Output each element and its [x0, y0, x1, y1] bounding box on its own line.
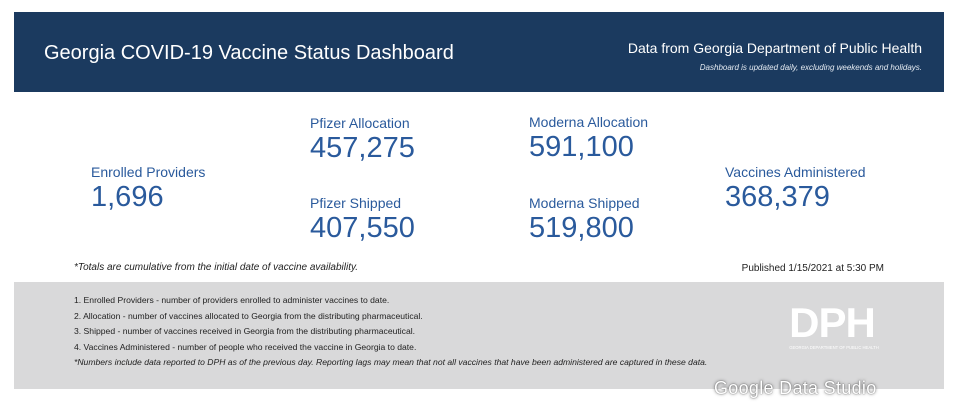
stat-label: Moderna Shipped [529, 195, 640, 211]
stat-moderna-allocation: Moderna Allocation 591,100 [529, 114, 648, 163]
definitions-list: 1. Enrolled Providers - number of provid… [74, 293, 707, 371]
page-title: Georgia COVID-19 Vaccine Status Dashboar… [44, 42, 454, 64]
definition-item: 4. Vaccines Administered - number of peo… [74, 341, 417, 352]
stat-value: 591,100 [529, 131, 634, 163]
totals-footnote: *Totals are cumulative from the initial … [74, 262, 359, 273]
stat-pfizer-allocation: Pfizer Allocation 457,275 [310, 115, 415, 164]
stat-vaccines-administered: Vaccines Administered 368,379 [725, 164, 866, 213]
stat-pfizer-shipped: Pfizer Shipped 407,550 [310, 195, 415, 244]
stat-label: Vaccines Administered [725, 164, 866, 180]
definition-item: 1. Enrolled Providers - number of provid… [74, 295, 390, 305]
stat-value: 519,800 [529, 212, 634, 244]
stat-value: 407,550 [310, 212, 415, 244]
stat-label: Pfizer Shipped [310, 195, 402, 211]
stat-moderna-shipped: Moderna Shipped 519,800 [529, 195, 640, 244]
google-data-studio-watermark: Google Data Studio [714, 378, 877, 398]
dph-logo-subtitle: GEORGIA DEPARTMENT OF PUBLIC HEALTH [789, 345, 879, 350]
stat-enrolled-providers: Enrolled Providers 1,696 [91, 164, 205, 213]
stat-label: Pfizer Allocation [310, 115, 410, 131]
stat-label: Enrolled Providers [91, 164, 206, 180]
stat-label: Moderna Allocation [529, 114, 649, 130]
stat-value: 1,696 [91, 181, 164, 213]
definitions-panel: 1. Enrolled Providers - number of provid… [14, 282, 944, 389]
update-note: Dashboard is updated daily, excluding we… [699, 63, 922, 72]
definition-item: 2. Allocation - number of vaccines alloc… [74, 310, 423, 321]
definition-item: 3. Shipped - number of vaccines received… [74, 326, 416, 336]
stat-value: 457,275 [310, 132, 415, 164]
dashboard-header: Georgia COVID-19 Vaccine Status Dashboar… [14, 12, 944, 92]
data-source-label: Data from Georgia Department of Public H… [627, 40, 922, 56]
published-timestamp: Published 1/15/2021 at 5:30 PM [741, 263, 884, 274]
reporting-lag-footnote: *Numbers include data reported to DPH as… [74, 357, 708, 367]
dph-logo: DPH GEORGIA DEPARTMENT OF PUBLIC HEALTH [789, 299, 879, 350]
stat-value: 368,379 [725, 181, 830, 213]
dph-logo-text: DPH [789, 299, 875, 346]
